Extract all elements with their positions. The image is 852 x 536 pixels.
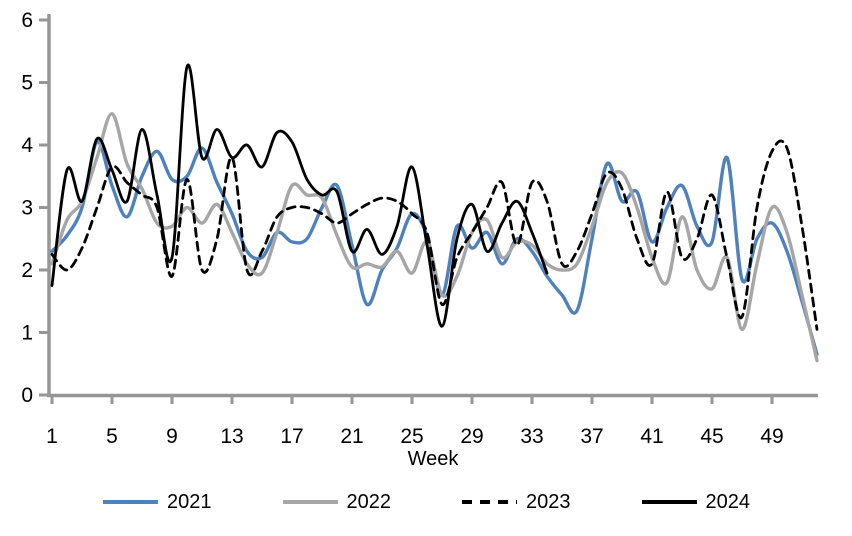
series-line-2023: [50, 139, 819, 331]
series-line-2024: [50, 63, 549, 328]
legend-line-2022: [282, 500, 338, 504]
x-tick-label-1: 1: [46, 425, 58, 448]
legend-label-2021: 2021: [167, 491, 212, 513]
x-tick-label-33: 33: [520, 425, 543, 448]
x-tick-label-9: 9: [166, 425, 178, 448]
legend-label-2022: 2022: [346, 491, 392, 513]
x-axis-title: Week: [407, 448, 459, 470]
legend-item-2021: 2021: [102, 492, 212, 512]
legend-item-2024: 2024: [641, 491, 751, 513]
legend-line-2024: [641, 500, 697, 504]
legend-item-2023: 2023: [461, 492, 571, 512]
x-tick-label-13: 13: [220, 425, 243, 448]
legend-line-2023: [462, 500, 517, 504]
x-tick-label-29: 29: [460, 425, 483, 448]
legend: 2021 2022 2023 2024: [0, 492, 852, 512]
y-tick-label-3: 3: [21, 197, 33, 220]
y-tick-label-2: 2: [21, 259, 33, 282]
x-tick-label-49: 49: [760, 425, 783, 448]
x-tick-label-17: 17: [280, 425, 303, 448]
y-tick-label-0: 0: [21, 384, 33, 407]
x-tick-label-41: 41: [640, 425, 663, 448]
y-tick-label-4: 4: [21, 134, 33, 157]
legend-label-2023: 2023: [526, 491, 571, 513]
x-tick-label-45: 45: [700, 425, 723, 448]
legend-label-2024: 2024: [705, 491, 751, 513]
x-tick-label-25: 25: [400, 425, 423, 448]
x-tick-label-37: 37: [580, 425, 603, 448]
x-tick-label-21: 21: [340, 425, 363, 448]
y-tick-label-5: 5: [21, 72, 33, 95]
legend-line-2021: [103, 500, 158, 504]
x-tick-label-5: 5: [106, 425, 118, 448]
y-tick-label-1: 1: [21, 322, 33, 345]
legend-item-2022: 2022: [282, 491, 392, 513]
y-tick-label-6: 6: [21, 9, 33, 32]
